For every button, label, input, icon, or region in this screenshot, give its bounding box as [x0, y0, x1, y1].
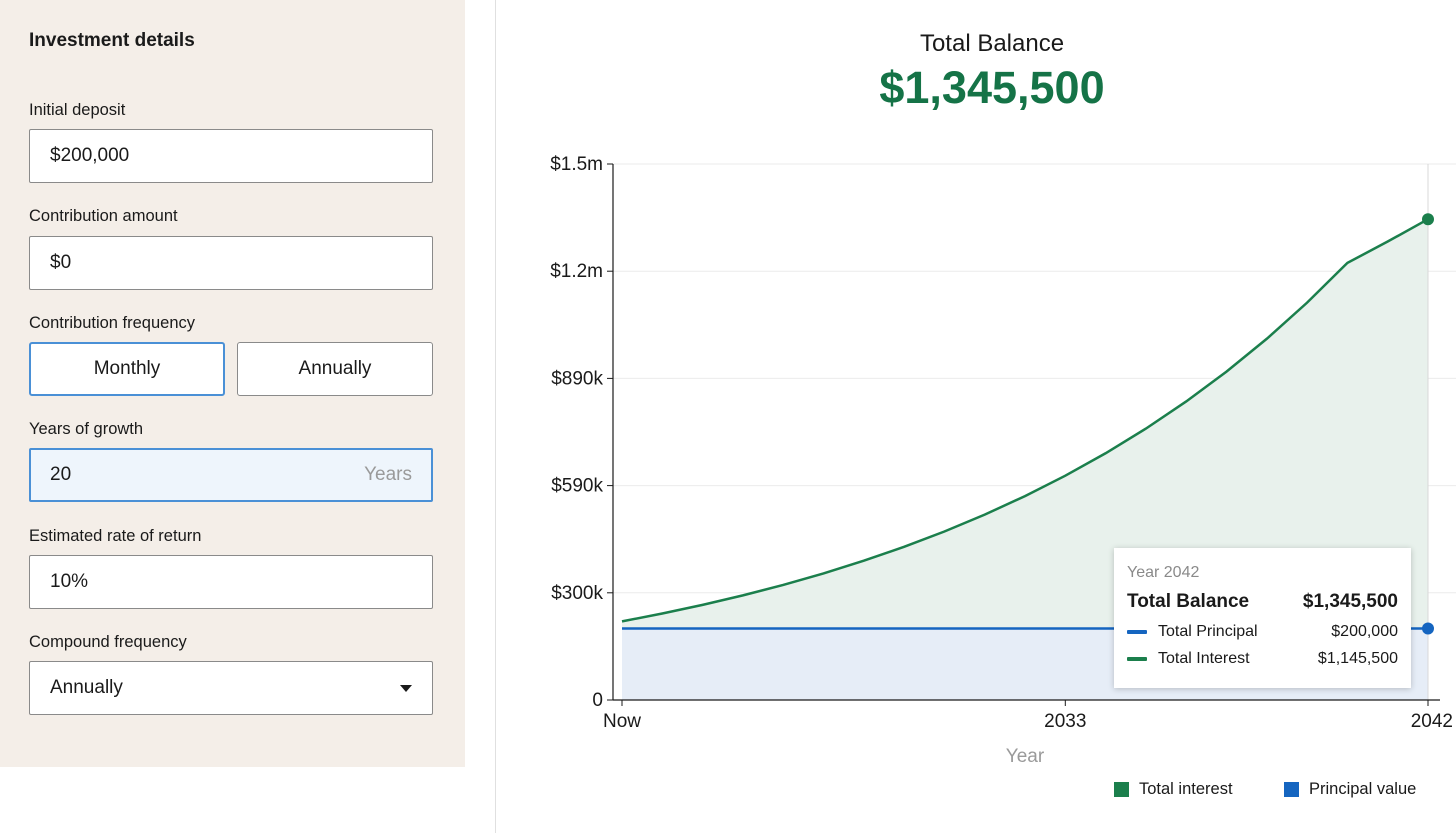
frequency-annually-button[interactable]: Annually [237, 342, 433, 396]
principal-end-point [1422, 622, 1434, 635]
initial-deposit-input[interactable]: $200,000 [29, 129, 433, 183]
y-tick-label: $1.5m [550, 154, 603, 175]
interest-end-point [1422, 213, 1434, 226]
interest-line [621, 218, 1429, 623]
compound-frequency-value: Annually [50, 677, 123, 698]
x-tick-label: Now [603, 711, 641, 732]
compound-frequency-label: Compound frequency [29, 633, 187, 651]
tooltip-interest-label: Total Interest [1158, 650, 1250, 667]
years-of-growth-value: 20 [50, 464, 72, 485]
tooltip-interest-row: Total Interest $1,145,500 [1127, 650, 1398, 668]
initial-deposit-label: Initial deposit [29, 101, 126, 119]
tooltip-year: Year 2042 [1127, 564, 1200, 581]
years-suffix: Years [364, 464, 412, 485]
total-balance-label: Total Balance [919, 30, 1065, 57]
tooltip-principal-label: Total Principal [1158, 623, 1258, 640]
y-tick-label: $300k [551, 583, 603, 604]
x-axis-title: Year [1006, 746, 1045, 767]
tooltip-total-label: Total Balance [1127, 591, 1250, 612]
contribution-frequency-label: Contribution frequency [29, 314, 196, 332]
chart-tooltip: Year 2042 Total Balance $1,345,500 Total… [1114, 548, 1411, 688]
contribution-amount-value: $0 [50, 252, 72, 273]
frequency-monthly-button[interactable]: Monthly [29, 342, 225, 396]
rate-of-return-label: Estimated rate of return [29, 527, 202, 545]
tooltip-total-value: $1,345,500 [1302, 591, 1398, 612]
x-tick-label: 2042 [1411, 711, 1453, 732]
tooltip-interest-value: $1,145,500 [1317, 650, 1398, 667]
legend-interest[interactable]: Total interest [1114, 780, 1233, 799]
y-tick-label: $890k [551, 368, 603, 389]
panel-title: Investment details [29, 30, 195, 51]
principal-legend-swatch [1284, 782, 1299, 797]
total-balance-value: $1,345,500 [879, 62, 1105, 113]
contribution-amount-label: Contribution amount [29, 207, 178, 225]
chevron-down-icon [400, 684, 412, 692]
tooltip-total-row: Total Balance $1,345,500 [1127, 591, 1398, 613]
tooltip-principal-value: $200,000 [1331, 623, 1398, 640]
investment-details-panel: Investment details Initial deposit $200,… [0, 0, 465, 767]
contribution-amount-input[interactable]: $0 [29, 236, 433, 290]
interest-swatch [1127, 657, 1147, 661]
vertical-divider [495, 0, 496, 833]
legend-principal[interactable]: Principal value [1284, 780, 1416, 799]
y-tick-label: $1.2m [550, 261, 603, 282]
legend-interest-label: Total interest [1139, 780, 1233, 798]
tooltip-principal-row: Total Principal $200,000 [1127, 623, 1398, 641]
compound-frequency-select[interactable]: Annually [29, 661, 433, 715]
initial-deposit-value: $200,000 [50, 145, 130, 166]
rate-of-return-input[interactable]: 10% [29, 555, 433, 609]
years-of-growth-input[interactable]: 20 Years [29, 448, 433, 502]
rate-of-return-value: 10% [50, 571, 89, 592]
principal-swatch [1127, 630, 1147, 634]
interest-legend-swatch [1114, 782, 1129, 797]
y-tick-label: $590k [551, 476, 603, 497]
y-tick-label: 0 [592, 690, 603, 711]
x-tick-label: 2033 [1044, 711, 1086, 732]
legend-principal-label: Principal value [1309, 780, 1417, 798]
years-of-growth-label: Years of growth [29, 420, 144, 438]
